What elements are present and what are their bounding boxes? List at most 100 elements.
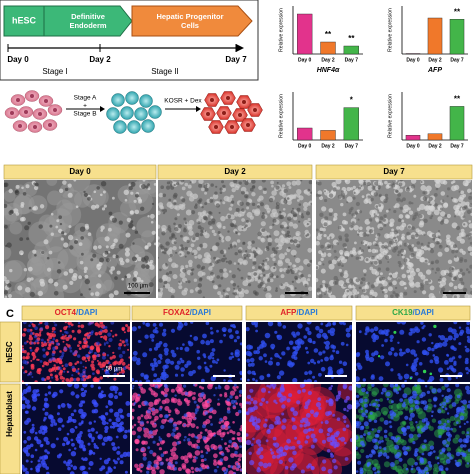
texture-dot	[185, 468, 190, 474]
texture-dot	[257, 284, 262, 289]
texture-dot	[413, 194, 417, 198]
texture-dot	[117, 361, 122, 366]
texture-dot	[174, 237, 177, 240]
texture-dot	[131, 256, 137, 262]
endoderm-cell	[139, 94, 153, 108]
texture-dot	[113, 466, 116, 469]
texture-dot	[250, 398, 254, 402]
texture-dot	[272, 223, 275, 226]
texture-dot	[316, 277, 319, 283]
texture-dot	[85, 225, 90, 230]
texture-dot	[463, 444, 467, 448]
texture-dot	[101, 442, 106, 446]
texture-dot	[326, 245, 330, 250]
texture-dot	[439, 377, 444, 382]
texture-dot	[237, 437, 240, 441]
texture-dot	[294, 448, 319, 472]
texture-dot	[417, 426, 420, 429]
texture-dot	[194, 205, 198, 209]
texture-dot	[409, 421, 414, 426]
texture-dot	[375, 219, 380, 223]
texture-dot	[444, 407, 448, 411]
texture-dot	[294, 345, 300, 352]
texture-dot	[57, 261, 61, 264]
texture-dot	[50, 423, 54, 427]
texture-dot	[413, 290, 417, 294]
texture-dot	[466, 338, 470, 344]
texture-dot	[383, 434, 388, 439]
texture-dot	[76, 360, 80, 364]
texture-dot	[378, 329, 384, 335]
texture-dot	[243, 257, 247, 260]
texture-dot	[104, 338, 108, 341]
texture-dot	[80, 377, 85, 382]
texture-dot	[142, 452, 147, 457]
texture-dot	[441, 409, 446, 414]
texture-dot	[452, 437, 459, 444]
texture-dot	[272, 436, 277, 441]
texture-dot	[132, 387, 134, 390]
texture-dot	[307, 188, 311, 192]
texture-dot	[51, 356, 54, 359]
texture-dot	[358, 186, 361, 190]
texture-dot	[347, 291, 353, 297]
texture-dot	[19, 237, 24, 242]
texture-dot	[411, 226, 415, 230]
texture-dot	[77, 322, 81, 325]
texture-dot	[172, 423, 177, 428]
texture-dot	[284, 252, 288, 256]
texture-dot	[4, 190, 16, 202]
texture-dot	[288, 446, 293, 450]
texture-dot	[30, 460, 33, 463]
texture-dot	[41, 431, 46, 435]
texture-dot	[435, 187, 439, 191]
texture-dot	[30, 277, 34, 281]
texture-dot	[386, 233, 391, 239]
texture-dot	[193, 336, 199, 341]
texture-dot	[329, 331, 335, 337]
texture-dot	[196, 264, 201, 269]
texture-dot	[235, 411, 240, 417]
texture-dot	[394, 286, 398, 290]
texture-dot	[190, 466, 194, 470]
treatment-label: Stage B	[73, 111, 96, 118]
texture-dot	[151, 339, 155, 342]
texture-dot	[447, 335, 453, 341]
texture-dot	[150, 362, 154, 367]
texture-dot	[175, 409, 180, 415]
texture-dot	[301, 215, 305, 219]
texture-dot	[328, 263, 335, 270]
texture-dot	[73, 378, 77, 382]
texture-dot	[71, 442, 75, 447]
texture-dot	[230, 280, 234, 284]
texture-dot	[233, 244, 237, 248]
texture-dot	[368, 453, 373, 458]
texture-dot	[98, 331, 103, 336]
texture-dot	[75, 394, 80, 399]
x-tick-label: Day 0	[406, 143, 420, 149]
texture-dot	[344, 270, 348, 274]
texture-dot	[121, 277, 124, 281]
texture-dot	[215, 242, 220, 247]
texture-dot	[62, 367, 66, 371]
texture-dot	[336, 417, 341, 422]
texture-dot	[368, 229, 373, 234]
texture-dot	[59, 222, 63, 226]
texture-dot	[63, 232, 67, 236]
texture-dot	[84, 333, 87, 337]
texture-dot	[202, 435, 207, 441]
bar	[449, 106, 465, 141]
texture-dot	[366, 233, 370, 237]
texture-dot	[315, 411, 319, 416]
texture-dot	[378, 376, 384, 381]
texture-dot	[68, 362, 73, 367]
texture-dot	[181, 186, 186, 191]
texture-dot	[111, 217, 117, 223]
texture-dot	[227, 444, 231, 448]
texture-dot	[397, 218, 402, 222]
texture-dot	[187, 225, 193, 231]
texture-dot	[172, 428, 177, 432]
texture-dot	[26, 262, 52, 288]
texture-dot	[431, 418, 437, 423]
texture-dot	[218, 284, 222, 288]
